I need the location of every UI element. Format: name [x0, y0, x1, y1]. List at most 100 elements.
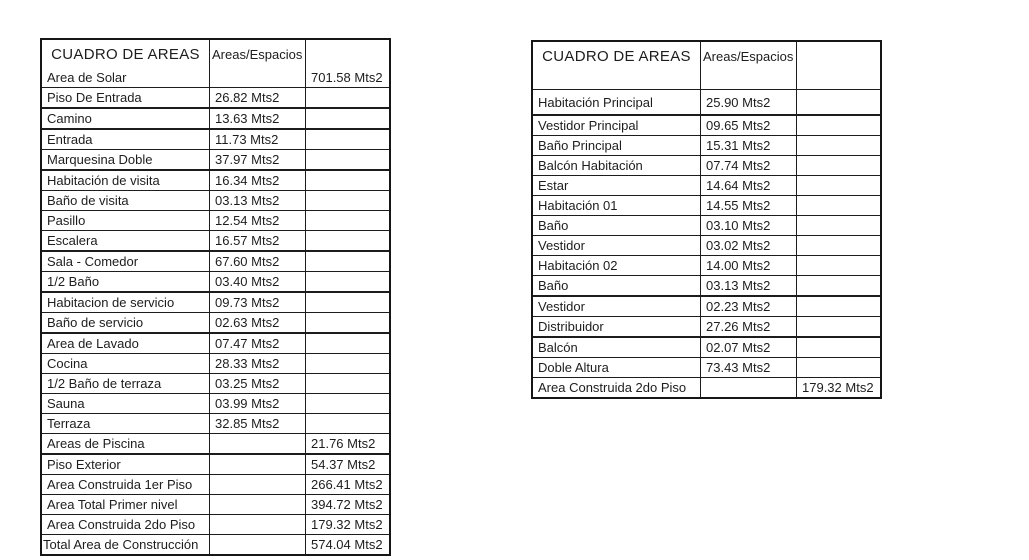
- area-total-cell: [796, 297, 880, 316]
- area-name-cell: Pasillo: [47, 213, 86, 228]
- area-name-cell: Escalera: [47, 233, 98, 248]
- area-name-cell: 1/2 Baño: [47, 274, 100, 289]
- area-total-cell: [305, 252, 389, 271]
- table-row: Entrada 11.73 Mts2: [42, 128, 389, 149]
- area-value-cell: 07.74 Mts2: [700, 156, 796, 175]
- table-row: Baño 03.10 Mts2: [533, 215, 880, 235]
- area-total-cell: [305, 231, 389, 250]
- area-value-cell: 37.97 Mts2: [209, 150, 305, 169]
- area-total-cell: [796, 276, 880, 295]
- area-total-cell: [305, 150, 389, 169]
- area-total-cell: [796, 358, 880, 377]
- area-value-cell: [700, 70, 796, 89]
- area-total-cell: 54.37 Mts2: [305, 455, 389, 474]
- area-value-cell: 67.60 Mts2: [209, 252, 305, 271]
- table-row: Vestidor Principal 09.65 Mts2: [533, 114, 880, 135]
- area-value-cell: 03.99 Mts2: [209, 394, 305, 413]
- table-title: CUADRO DE AREAS: [542, 47, 691, 65]
- area-total-cell: [796, 90, 880, 114]
- table-row: Sauna 03.99 Mts2: [42, 393, 389, 413]
- area-total-cell: [305, 394, 389, 413]
- area-value-cell: [209, 475, 305, 494]
- area-name-cell: Habitación de visita: [47, 173, 160, 188]
- table-row: Area de Solar 701.58 Mts2: [42, 68, 389, 87]
- area-total-cell: [305, 191, 389, 210]
- area-value-cell: 03.10 Mts2: [700, 216, 796, 235]
- area-name-cell: Distribuidor: [538, 319, 604, 334]
- area-name-cell: Habitación Principal: [538, 94, 653, 110]
- area-total-cell: [305, 88, 389, 107]
- area-total-cell: [305, 313, 389, 332]
- area-name-cell: Balcón: [538, 340, 578, 355]
- area-value-cell: 28.33 Mts2: [209, 354, 305, 373]
- area-name-cell: Baño Principal: [538, 138, 622, 153]
- area-total-cell: [305, 211, 389, 230]
- area-name-cell: Terraza: [47, 416, 91, 431]
- area-value-cell: [700, 378, 796, 397]
- area-name-cell: Camino: [47, 111, 92, 126]
- area-value-cell: [209, 68, 305, 87]
- area-name-cell: Area de Solar: [47, 70, 127, 85]
- area-name-cell: Vestidor: [538, 299, 585, 314]
- table-row: Total Area de Construcción 574.04 Mts2: [42, 534, 389, 554]
- table-row: Estar 14.64 Mts2: [533, 175, 880, 195]
- area-value-cell: 03.40 Mts2: [209, 272, 305, 291]
- area-name-cell: Habitación 02: [538, 258, 618, 273]
- area-name-cell: Total Area de Construcción: [43, 537, 199, 552]
- area-name-cell: Sala - Comedor: [47, 254, 139, 269]
- area-value-cell: [209, 434, 305, 453]
- table-row: Balcón Habitación 07.74 Mts2: [533, 155, 880, 175]
- area-name-cell: Habitación 01: [538, 198, 618, 213]
- area-value-cell: 25.90 Mts2: [700, 90, 796, 114]
- area-total-cell: 21.76 Mts2: [305, 434, 389, 453]
- table-row: Habitacion de servicio 09.73 Mts2: [42, 291, 389, 312]
- area-total-cell: 701.58 Mts2: [305, 68, 389, 87]
- area-value-cell: 32.85 Mts2: [209, 414, 305, 433]
- area-total-cell: [305, 109, 389, 128]
- table-row: Pasillo 12.54 Mts2: [42, 210, 389, 230]
- area-value-cell: 02.23 Mts2: [700, 297, 796, 316]
- area-value-cell: 26.82 Mts2: [209, 88, 305, 107]
- area-value-cell: 12.54 Mts2: [209, 211, 305, 230]
- table-row: 1/2 Baño 03.40 Mts2: [42, 271, 389, 291]
- area-value-cell: 15.31 Mts2: [700, 136, 796, 155]
- area-value-cell: [209, 455, 305, 474]
- area-total-cell: [796, 176, 880, 195]
- area-value-cell: 03.13 Mts2: [700, 276, 796, 295]
- area-total-cell: [796, 70, 880, 89]
- table-row: Terraza 32.85 Mts2: [42, 413, 389, 433]
- area-value-cell: 13.63 Mts2: [209, 109, 305, 128]
- area-total-cell: [796, 256, 880, 275]
- table-header-row: CUADRO DE AREAS Areas/Espacios: [533, 42, 880, 70]
- table-row: Balcón 02.07 Mts2: [533, 336, 880, 357]
- table-body: Habitación Principal 25.90 Mts2 Vestidor P…: [533, 70, 880, 397]
- area-value-cell: 07.47 Mts2: [209, 334, 305, 353]
- table-row: Area Construida 1er Piso 266.41 Mts2: [42, 474, 389, 494]
- table-title: CUADRO DE AREAS: [51, 45, 200, 63]
- area-value-cell: [209, 515, 305, 534]
- table-row: Area Construida 2do Piso 179.32 Mts2: [42, 514, 389, 534]
- table-row: Habitación 01 14.55 Mts2: [533, 195, 880, 215]
- area-value-cell: 11.73 Mts2: [209, 130, 305, 149]
- area-value-cell: 09.65 Mts2: [700, 116, 796, 135]
- area-name-cell: Marquesina Doble: [47, 152, 153, 167]
- table-row: Cocina 28.33 Mts2: [42, 353, 389, 373]
- area-value-cell: 02.63 Mts2: [209, 313, 305, 332]
- area-name-cell: Estar: [538, 178, 569, 193]
- table-row: [533, 70, 880, 89]
- area-total-cell: [796, 136, 880, 155]
- area-total-cell: 179.32 Mts2: [305, 515, 389, 534]
- area-value-cell: 27.26 Mts2: [700, 317, 796, 336]
- area-total-cell: [305, 171, 389, 190]
- table-row: Area Construida 2do Piso 179.32 Mts2: [533, 377, 880, 397]
- area-name-cell: Area Total Primer nivel: [47, 497, 178, 512]
- area-name-cell: Habitacion de servicio: [47, 295, 175, 310]
- area-name-cell: Vestidor Principal: [538, 118, 639, 133]
- area-name-cell: 1/2 Baño de terraza: [47, 376, 162, 391]
- areas-espacios-column-header: Areas/Espacios: [209, 40, 305, 68]
- area-total-cell: [305, 414, 389, 433]
- area-name-cell: Baño: [538, 278, 569, 293]
- area-value-cell: 03.13 Mts2: [209, 191, 305, 210]
- table-row: 1/2 Baño de terraza 03.25 Mts2: [42, 373, 389, 393]
